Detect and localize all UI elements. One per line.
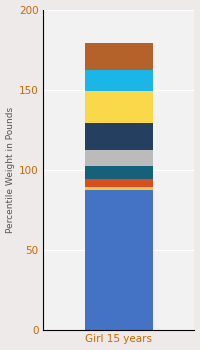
Bar (85, 150, 153, 166)
Bar (85, 70, 153, 91)
Bar (85, 187, 153, 190)
Y-axis label: Percentile Weight in Pounds: Percentile Weight in Pounds (6, 106, 15, 233)
Bar (85, 91, 153, 123)
Bar (85, 179, 153, 187)
Bar (85, 43, 153, 70)
Bar (85, 166, 153, 179)
Bar (85, 190, 153, 330)
Bar (85, 123, 153, 150)
